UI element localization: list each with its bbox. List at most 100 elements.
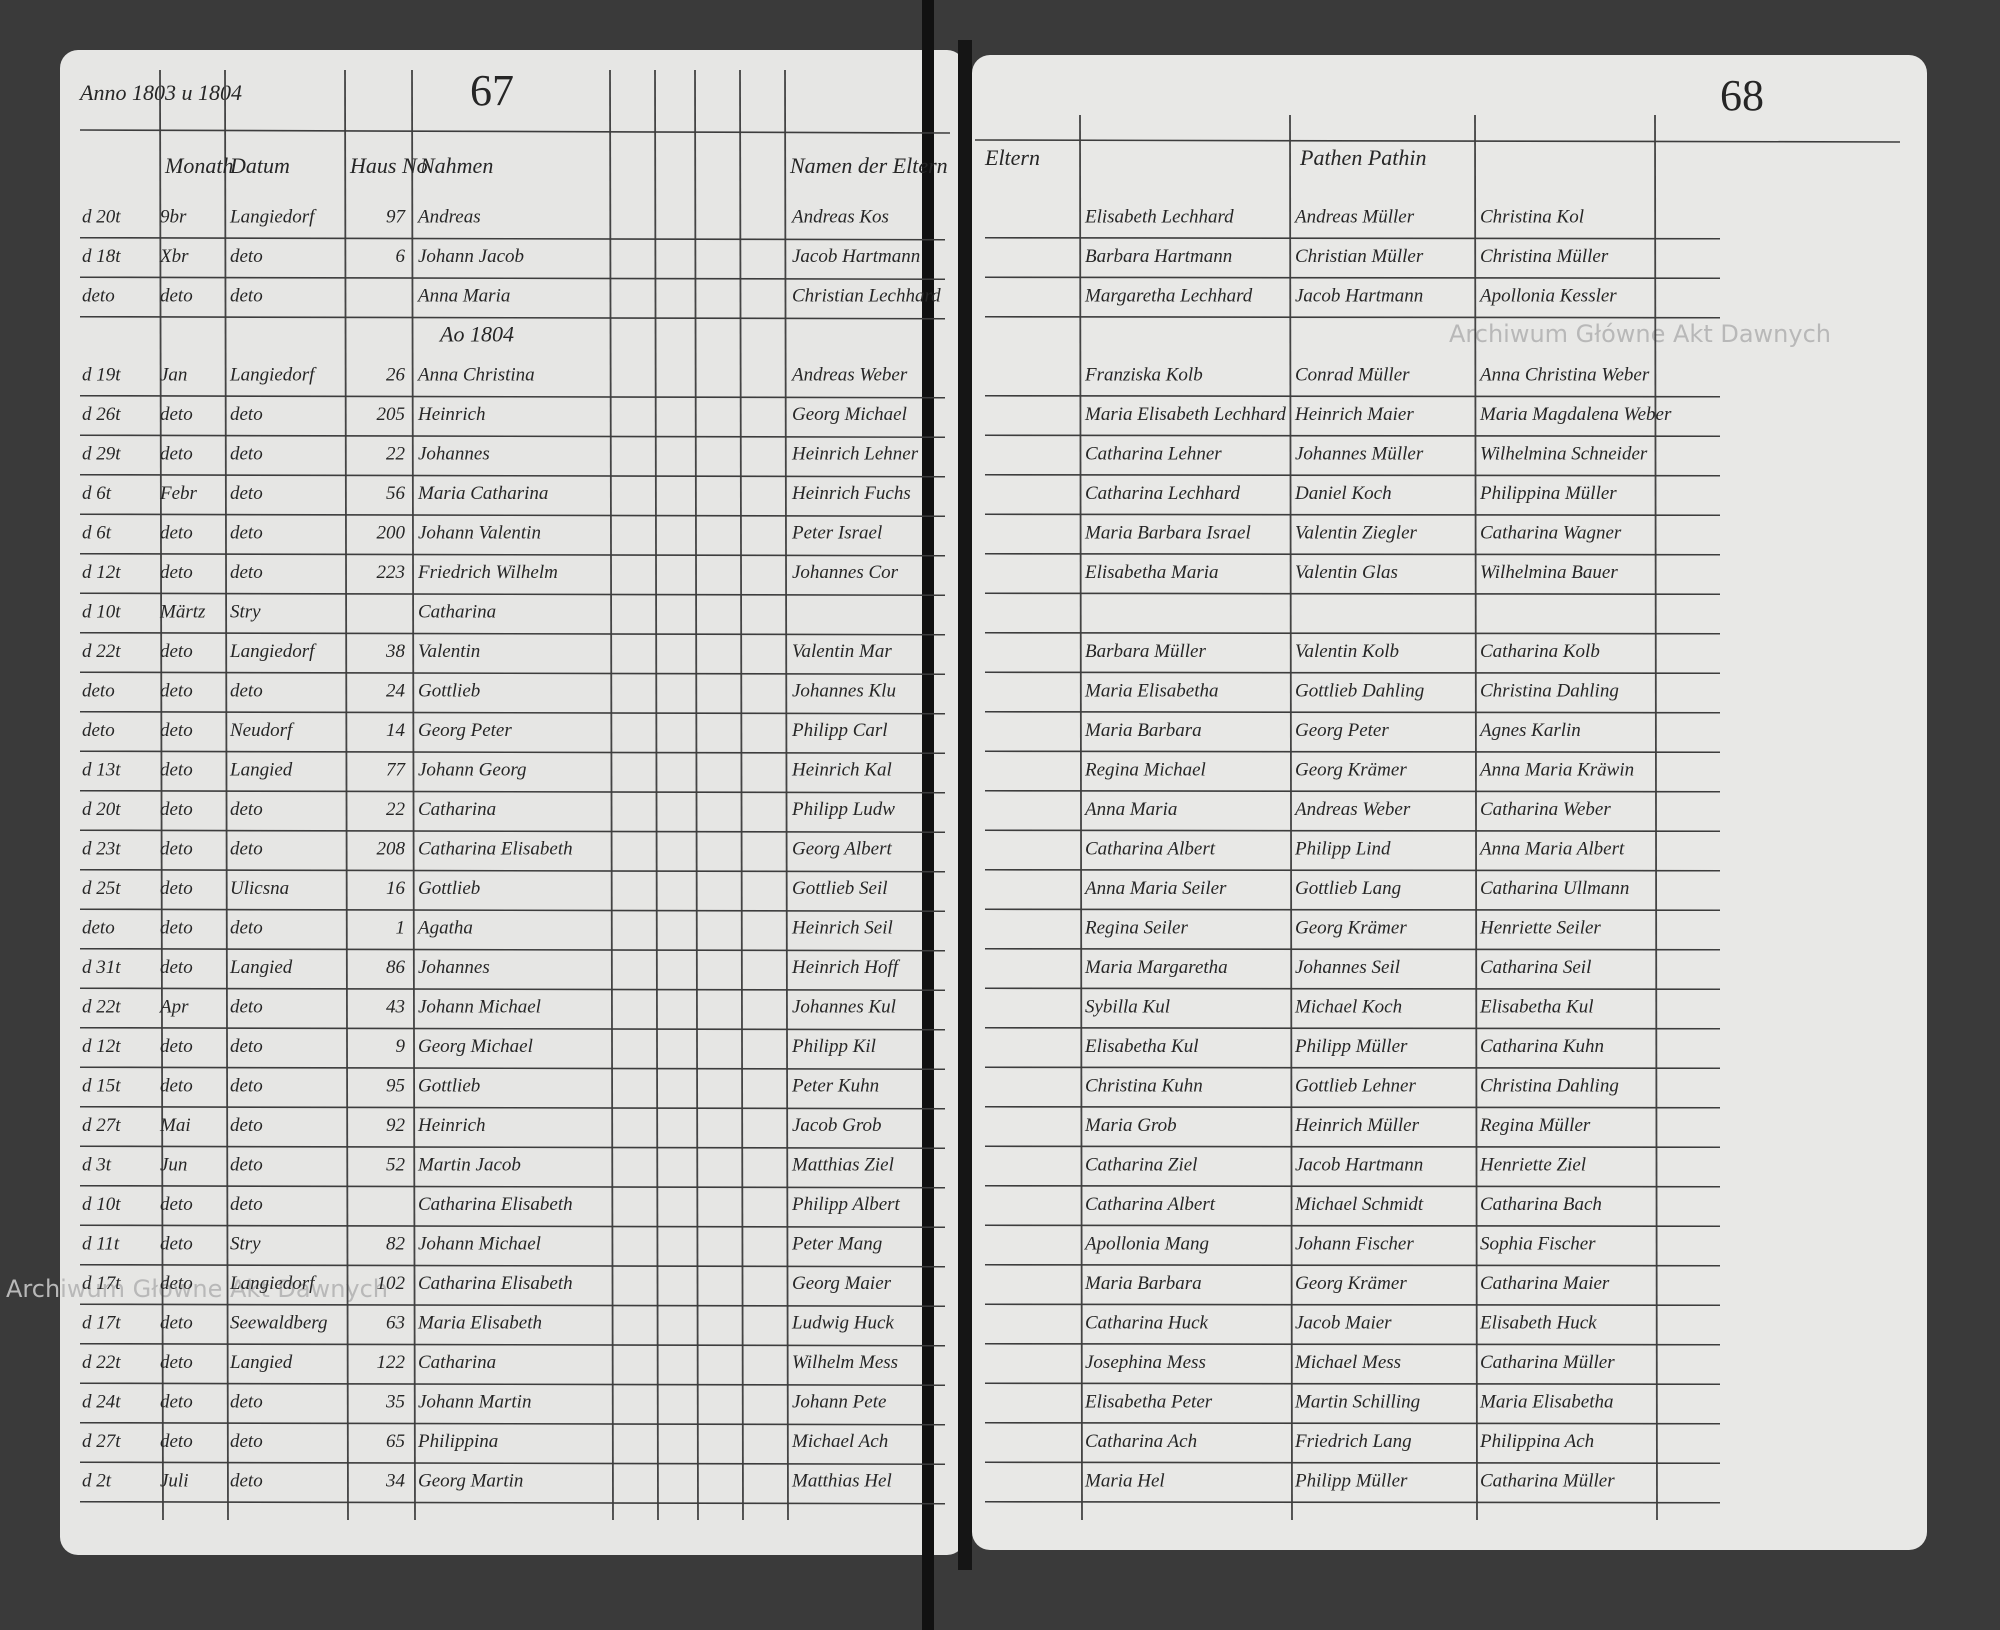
cell: Langiedorf (229, 641, 317, 662)
cell: d 22t (82, 1352, 121, 1373)
cell: 63 (386, 1312, 405, 1333)
row-rule (984, 631, 1721, 635)
cell: d 6t (82, 522, 112, 543)
cell: d 22t (82, 996, 121, 1017)
cell: 205 (377, 404, 406, 425)
column-rule (1079, 114, 1083, 1521)
row-rule (984, 394, 1721, 398)
cell: Catharina Müller (1480, 1352, 1615, 1373)
cell: Johannes Cor (792, 562, 899, 583)
cell: Philipp Kil (791, 1036, 876, 1057)
cell: Johannes Klu (792, 680, 896, 701)
cell: Christian Müller (1295, 246, 1424, 267)
cell: Georg Krämer (1295, 917, 1407, 938)
row-rule (984, 750, 1721, 754)
row-rule (79, 1461, 946, 1466)
cell: Maria Magdalena Weber (1479, 404, 1672, 425)
cell: d 23t (82, 838, 121, 859)
cell: deto (230, 1470, 263, 1491)
cell: Wilhelm Mess (792, 1352, 898, 1373)
cell: Barbara Müller (1085, 641, 1206, 662)
cell: Friedrich Lang (1294, 1431, 1412, 1452)
row-rule (984, 276, 1721, 280)
cell: deto (82, 720, 115, 741)
cell: deto (160, 1352, 193, 1373)
cell: Peter Israel (791, 522, 882, 543)
cell: Barbara Hartmann (1085, 246, 1232, 267)
cell: Georg Albert (792, 838, 892, 859)
cell: Christina Kol (1480, 206, 1584, 227)
column-rule (1474, 114, 1478, 1521)
cell: Langiedorf (229, 1273, 317, 1294)
cell: Sybilla Kul (1085, 996, 1170, 1017)
cell: Catharina Kuhn (1480, 1036, 1604, 1057)
cell: Georg Peter (1295, 720, 1389, 741)
cell: Maria Hel (1084, 1470, 1165, 1491)
cell: Martin Schilling (1294, 1391, 1420, 1412)
cell: deto (160, 878, 193, 899)
cell: Maria Barbara (1084, 720, 1202, 741)
cell: d 11t (82, 1233, 120, 1254)
watermark: Archiwum Główne Akt Dawnych (6, 1275, 388, 1303)
row-rule (79, 1421, 946, 1426)
row-rule (79, 671, 946, 676)
cell: Gottlieb (418, 1075, 480, 1096)
cell: Anna Maria Seiler (1083, 878, 1227, 899)
row-rule (984, 513, 1721, 517)
cell: Elisabetha Kul (1479, 996, 1593, 1017)
cell: Philipp Ludw (791, 799, 895, 820)
cell: Georg Maier (792, 1273, 892, 1294)
cell: Johann Martin (418, 1391, 531, 1412)
cell: d 6t (82, 483, 112, 504)
cell: 24 (386, 680, 406, 701)
page-number: 67 (470, 66, 514, 115)
cell: Martin Jacob (417, 1154, 521, 1175)
cell: Maria Elisabetha (1479, 1391, 1614, 1412)
cell: Matthias Ziel (791, 1154, 894, 1175)
row-rule (79, 947, 946, 952)
column-rule (1654, 114, 1658, 1521)
cell: Langiedorf (229, 364, 317, 385)
cell: Anna Maria (416, 285, 510, 306)
cell: deto (230, 404, 263, 425)
row-rule (984, 1026, 1721, 1030)
row-rule (984, 1066, 1721, 1070)
cell: Heinrich Müller (1294, 1115, 1420, 1136)
cell: 65 (386, 1431, 405, 1452)
cell: Georg Krämer (1295, 1273, 1407, 1294)
cell: 95 (386, 1075, 405, 1096)
column-rule (609, 69, 614, 1521)
row-rule (79, 1105, 946, 1110)
cell: Apr (158, 996, 189, 1017)
cell: 43 (386, 996, 405, 1017)
column-header: Pathen Pathin (1299, 145, 1426, 170)
cell: Maria Barbara Israel (1084, 522, 1251, 543)
row-rule (984, 829, 1721, 833)
cell: 34 (385, 1470, 406, 1491)
cell: Heinrich (417, 404, 486, 425)
cell: Catharina Huck (1085, 1312, 1209, 1333)
cell: Johannes Kul (792, 996, 896, 1017)
cell: 86 (386, 957, 406, 978)
cell: Georg Krämer (1295, 759, 1407, 780)
cell: Stry (230, 601, 261, 622)
cell: Jan (160, 364, 187, 385)
cell: Agatha (416, 917, 473, 938)
cell: Maria Elisabeth Lechhard (1084, 404, 1286, 425)
cell: Andreas Müller (1293, 206, 1415, 227)
cell: Michael Schmidt (1294, 1194, 1424, 1215)
cell: Andreas Weber (790, 364, 908, 385)
cell: deto (230, 443, 263, 464)
row-rule (79, 1224, 946, 1229)
row-rule (79, 987, 946, 992)
header-rule (974, 139, 1901, 143)
cell: Anna Christina Weber (1478, 364, 1650, 385)
cell: deto (82, 680, 115, 701)
cell: deto (160, 1036, 193, 1057)
cell: Christina Müller (1480, 246, 1609, 267)
cell: deto (230, 246, 263, 267)
cell: deto (160, 1233, 193, 1254)
cell: Peter Kuhn (791, 1075, 879, 1096)
cell: Heinrich Seil (791, 917, 893, 938)
